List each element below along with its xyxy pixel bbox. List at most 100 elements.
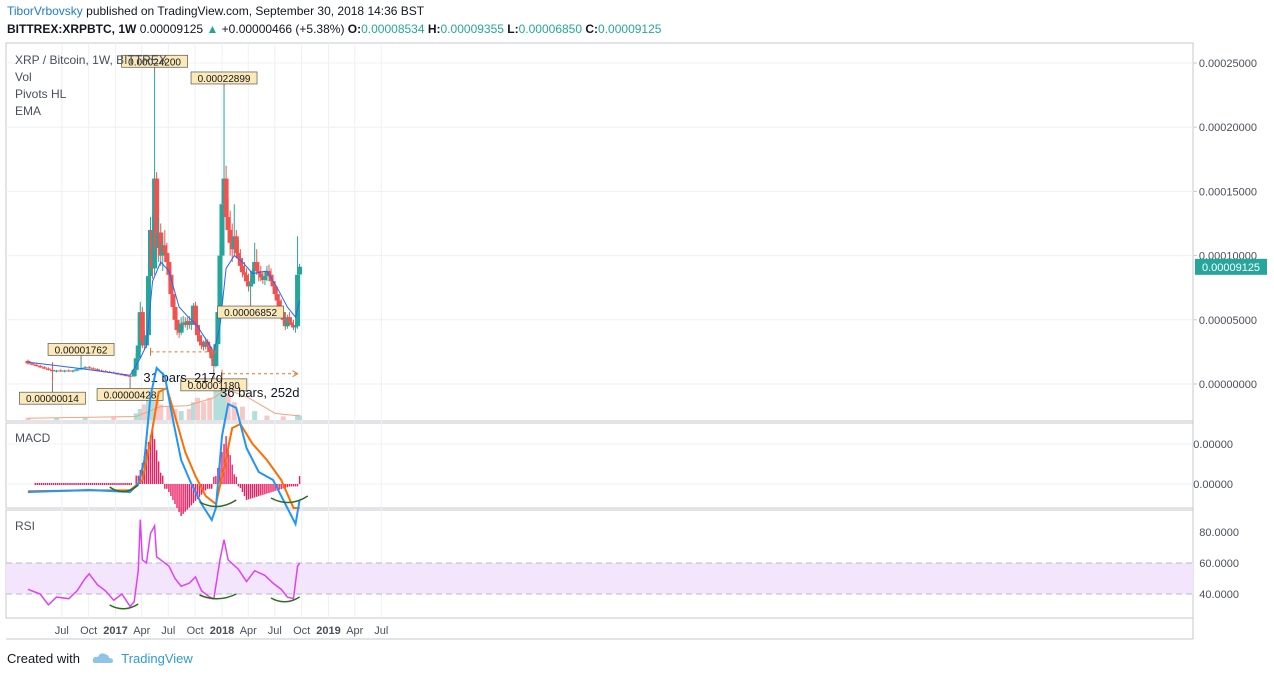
candle [66,369,72,372]
macd-histogram-bar [38,483,41,485]
candle-body [49,369,55,372]
high-label: H: [427,22,441,36]
candle [90,367,96,370]
macd-histogram-bar [180,484,182,516]
x-tick-label: Oct [187,625,204,637]
macd-histogram-bar [135,475,137,484]
macd-histogram-bar [103,483,106,485]
macd-histogram-bar [292,484,295,487]
pivot-label: 0.00006852 [217,296,284,319]
tradingview-brand-link[interactable]: TradingView [121,651,193,666]
macd-histogram-bar [258,484,260,497]
candle-body [286,317,292,323]
pivot-label-box [217,305,284,319]
candle [74,368,80,372]
volume-bar [190,402,196,420]
macd-histogram-bar [46,483,49,485]
x-tick-label: Jul [268,625,282,637]
legend-item: EMA [15,104,41,118]
volume-bar [186,408,192,420]
divergence-curve [270,495,309,504]
candle-body [223,178,229,218]
x-tick-label: 2018 [210,625,234,637]
macd-histogram-bar [155,450,158,484]
rsi-tick-label: 60.0000 [1199,558,1239,570]
macd-tick-label: 0.00000 [1193,479,1233,491]
candle-body [276,300,282,307]
candle-body [166,262,172,275]
macd-histogram-bar [264,484,266,495]
candle [254,249,260,275]
candle-body [237,258,243,266]
macd-histogram-bar [73,483,75,485]
candle [139,306,145,349]
macd-histogram-bar [83,483,85,485]
macd-histogram-bar [208,484,211,489]
pivot-label: 0.00000428 [96,378,164,401]
candle-body [86,367,92,369]
macd-histogram-bar [91,483,94,485]
macd-histogram-bar [266,484,268,494]
macd-histogram-bar [79,483,81,485]
macd-histogram-bar [77,483,79,485]
macd-histogram-bar [67,483,69,485]
candle-body [29,363,35,365]
price-change: +0.00000466 (+5.38%) [221,22,345,36]
price-tick-label: 0.00015000 [1199,186,1257,198]
pivot-label-text: 0.00022899 [198,74,251,85]
volume-bar [207,397,213,420]
volume-bar [231,402,237,420]
macd-histogram-bar [120,483,122,485]
candle [45,367,51,371]
macd-histogram-bar [196,484,199,499]
pivot-label-text: 0.00000428 [104,390,157,401]
candle-body [162,245,168,254]
macd-histogram-bar [141,463,144,484]
pivot-label: 0.00022899 [190,71,258,90]
volume-bar [141,404,147,420]
candle-body [45,368,51,370]
macd-histogram-bar [206,484,209,489]
publish-line: TiborVrbovsky published on TradingView.c… [7,4,424,18]
volume-bar [221,384,227,420]
macd-histogram-bar [268,484,270,493]
macd-histogram-bar [198,484,201,497]
author-link[interactable]: TiborVrbovsky [7,4,83,18]
candle-body [248,283,254,287]
open-label: O: [347,22,362,36]
candle-body [215,312,221,345]
range-arrow-icon [210,348,217,356]
candle-body [188,322,194,325]
macd-histogram-bar [213,476,215,484]
last-price-marker [1195,258,1267,275]
last-price: 0.00009125 [139,22,204,36]
low-value: 0.00006850 [518,22,583,36]
macd-histogram-bar [166,484,168,489]
pivot-label-box [180,378,248,392]
rsi-band [6,563,1193,594]
macd-histogram-bar [71,483,73,485]
pivot-label-box [96,388,164,401]
macd-histogram-bar [108,483,110,485]
candle-body [145,276,151,336]
low-label: L: [507,22,519,36]
macd-signal-line [27,386,300,509]
created-with-label: Created with [7,651,80,666]
macd-pane-title: MACD [15,431,51,445]
macd-histogram-bar [211,484,213,489]
macd-histogram-bar [245,484,248,500]
macd-histogram-bar [272,484,274,492]
rsi-divergence-curve [199,593,237,600]
macd-histogram-bar [40,483,43,485]
macd-histogram-bar [231,464,233,484]
macd-histogram-bar [192,484,195,504]
candle-body [235,253,241,259]
legend-item: Pivots HL [15,87,67,101]
candle-body [82,367,88,369]
price-tick-label: 0.00020000 [1199,122,1257,134]
macd-histogram-bar [118,483,120,485]
legend-item: Vol [15,70,32,84]
macd-histogram-bar [247,484,250,500]
macd-histogram-bar [101,483,104,485]
